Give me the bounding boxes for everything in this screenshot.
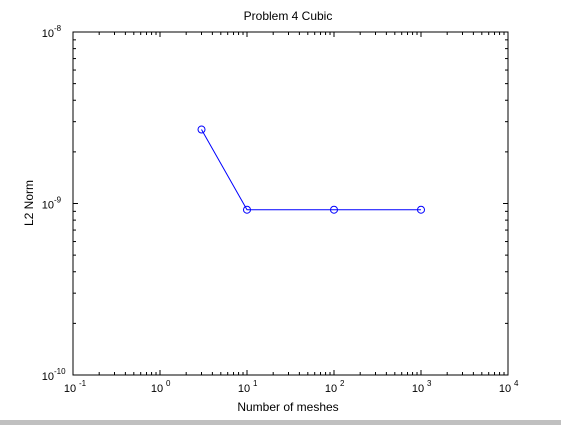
x-tick-exponent: 3 [427,379,432,388]
y-tick-label: 10 [42,371,54,383]
x-tick-exponent: 4 [514,379,519,388]
data-point [330,205,338,214]
series-line [201,129,421,211]
plot-area [72,31,509,376]
data-point [197,125,206,134]
x-tick-label: 10 [64,383,76,395]
data-point [243,205,251,214]
y-axis-label: L2 Norm [22,180,36,226]
data-point [417,205,425,214]
x-tick-label: 10 [238,383,250,395]
y-tick-label: 10 [42,200,54,212]
x-tick-label: 10 [412,383,424,395]
x-tick-exponent: 1 [253,379,258,388]
y-tick-label: 10 [42,28,54,40]
x-axis-label: Number of meshes [237,400,338,414]
x-tick-exponent: 2 [340,379,345,388]
x-tick-label: 10 [499,383,511,395]
x-tick-label: 10 [325,383,337,395]
x-axis: 10 -1 10 0 10 1 10 2 10 3 10 4 [64,32,519,395]
x-tick-label: 10 [151,383,163,395]
chart-title: Problem 4 Cubic [244,9,333,23]
y-tick-exponent: -8 [54,24,62,33]
x-tick-exponent: -1 [79,379,87,388]
y-tick-exponent: -10 [54,367,66,376]
x-tick-exponent: 0 [166,379,171,388]
series-layer [197,125,425,214]
y-tick-exponent: -9 [54,196,62,205]
